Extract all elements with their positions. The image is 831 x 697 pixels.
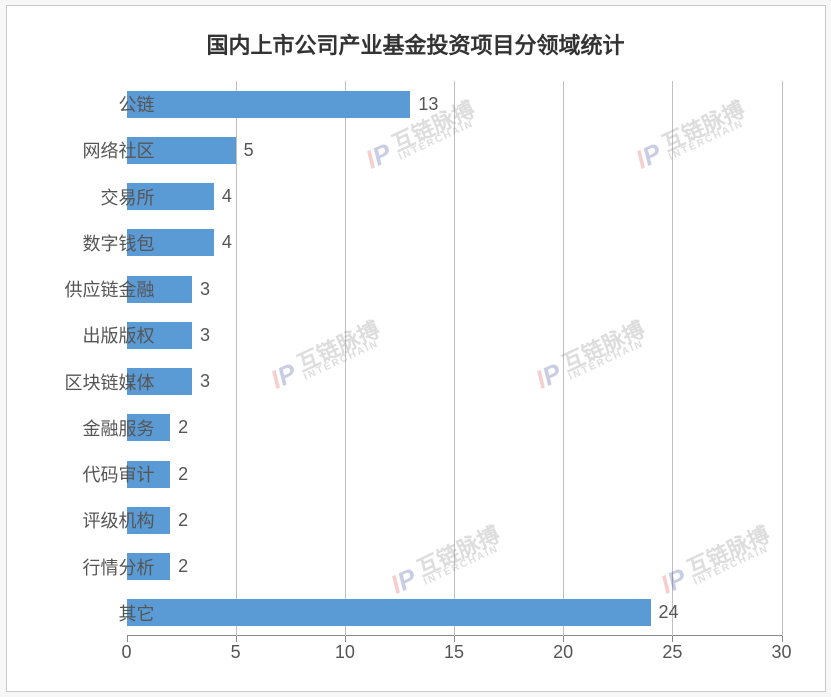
bar [127,599,651,626]
bar [127,91,411,118]
y-tick-label: 评级机构 [15,507,155,533]
bar-value-label: 3 [200,371,210,392]
y-tick-label: 网络社区 [15,137,155,163]
y-tick-label: 公链 [15,91,155,117]
bar-row: 5 [127,137,782,164]
y-tick-label: 区块链媒体 [15,369,155,395]
y-tick-label: 供应链金融 [15,276,155,302]
bar-value-label: 3 [200,325,210,346]
bar-row: 2 [127,461,782,488]
bar-row: 3 [127,368,782,395]
x-tick-label: 20 [553,642,573,663]
bar-value-label: 2 [178,464,188,485]
y-tick-label: 行情分析 [15,554,155,580]
y-tick-label: 其它 [15,600,155,626]
bar-row: 2 [127,553,782,580]
y-tick-label: 数字钱包 [15,230,155,256]
plot-area: 13 5 4 4 3 3 3 2 2 2 2 24 [127,81,782,636]
y-tick-label: 代码审计 [15,461,155,487]
bar-value-label: 4 [222,232,232,253]
chart-frame: 国内上市公司产业基金投资项目分领域统计 13 5 4 4 3 3 3 2 2 2 2 24 0 5 10 1… [6,5,826,692]
x-tick-label: 30 [771,642,791,663]
x-tick-label: 5 [231,642,241,663]
bar-row: 4 [127,229,782,256]
y-tick-label: 金融服务 [15,415,155,441]
bar-row: 13 [127,91,782,118]
bar-row: 2 [127,507,782,534]
bar-value-label: 2 [178,417,188,438]
bar-row: 24 [127,599,782,626]
bar-value-label: 2 [178,556,188,577]
x-tick-label: 25 [662,642,682,663]
bar-row: 3 [127,322,782,349]
chart-title: 国内上市公司产业基金投资项目分领域统计 [7,6,825,60]
bar-row: 4 [127,183,782,210]
x-tick-label: 0 [121,642,131,663]
bar-value-label: 4 [222,186,232,207]
y-tick-label: 交易所 [15,184,155,210]
bar-row: 2 [127,414,782,441]
bar-value-label: 24 [659,602,679,623]
bar-value-label: 13 [418,94,438,115]
y-tick-label: 出版版权 [15,322,155,348]
x-tick-label: 15 [444,642,464,663]
bar-value-label: 5 [244,140,254,161]
bar-value-label: 3 [200,279,210,300]
x-tick-label: 10 [335,642,355,663]
gridline [782,81,783,636]
bar-value-label: 2 [178,510,188,531]
bar-row: 3 [127,276,782,303]
